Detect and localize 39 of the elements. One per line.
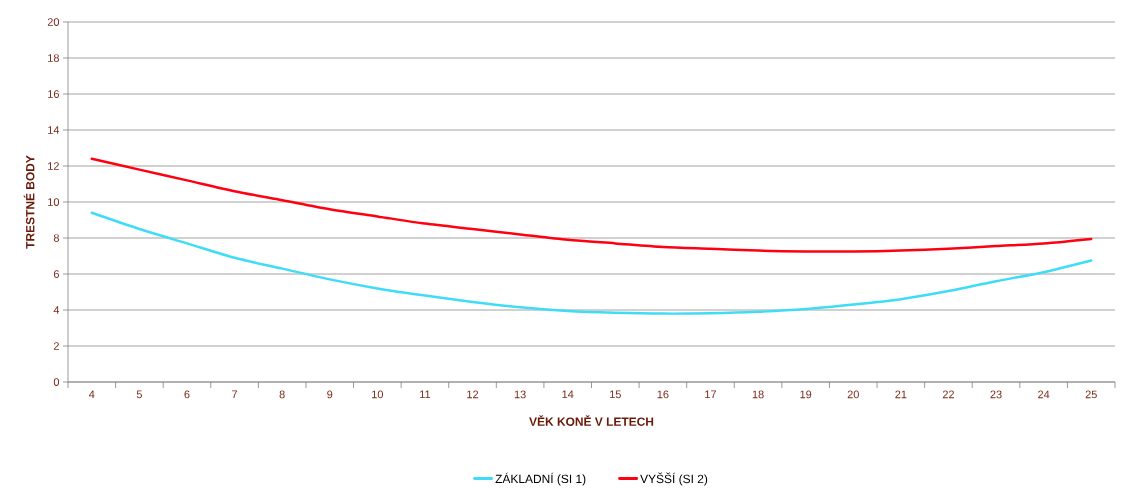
x-tick-label: 10 <box>372 390 383 399</box>
x-tick-label: 16 <box>657 390 669 399</box>
x-tick-label: 21 <box>895 390 907 399</box>
y-tick-label: 4 <box>53 306 60 314</box>
x-tick-label: 14 <box>562 390 574 399</box>
x-tick-label: 15 <box>610 390 621 399</box>
y-tick-label: 8 <box>53 234 59 242</box>
x-tick-label: 24 <box>1038 390 1050 399</box>
y-axis-title: TRESTNÉ BODY <box>23 155 35 249</box>
x-tick-label: 22 <box>942 390 954 399</box>
y-tick-label: 20 <box>47 18 60 26</box>
legend-label: VYŠŠÍ (SI 2) <box>640 472 708 486</box>
x-tick-label: 23 <box>990 390 1002 399</box>
x-tick-label: 6 <box>184 390 190 399</box>
x-tick-label: 13 <box>514 390 526 399</box>
x-tick-label: 19 <box>800 390 812 399</box>
y-tick-label: 10 <box>48 198 60 206</box>
y-tick-label: 18 <box>48 54 59 62</box>
line-series <box>90 157 1093 253</box>
y-tick-label: 12 <box>48 162 59 170</box>
x-tick-label: 4 <box>89 390 95 399</box>
legend-label: ZÁKLADNÍ (SI 1) <box>495 472 586 486</box>
x-tick-label: 25 <box>1085 390 1097 399</box>
x-tick-label: 12 <box>467 390 479 399</box>
x-tick-label: 8 <box>279 390 285 399</box>
x-tick-label: 17 <box>705 390 717 399</box>
y-tick-label: 2 <box>53 342 59 350</box>
x-axis-title: VĚK KONĚ V LETECH <box>529 415 654 426</box>
y-tick-label: 16 <box>48 90 59 98</box>
x-tick-label: 7 <box>232 390 238 399</box>
y-tick-label: 6 <box>53 270 59 278</box>
x-tick-label: 5 <box>136 390 142 399</box>
y-tick-label: 0 <box>53 378 60 386</box>
y-tick-label: 14 <box>48 126 60 134</box>
x-tick-label: 18 <box>752 390 764 399</box>
line-series <box>90 211 1093 315</box>
x-tick-label: 11 <box>420 390 431 399</box>
x-tick-label: 20 <box>847 390 859 399</box>
x-tick-label: 9 <box>327 390 333 399</box>
